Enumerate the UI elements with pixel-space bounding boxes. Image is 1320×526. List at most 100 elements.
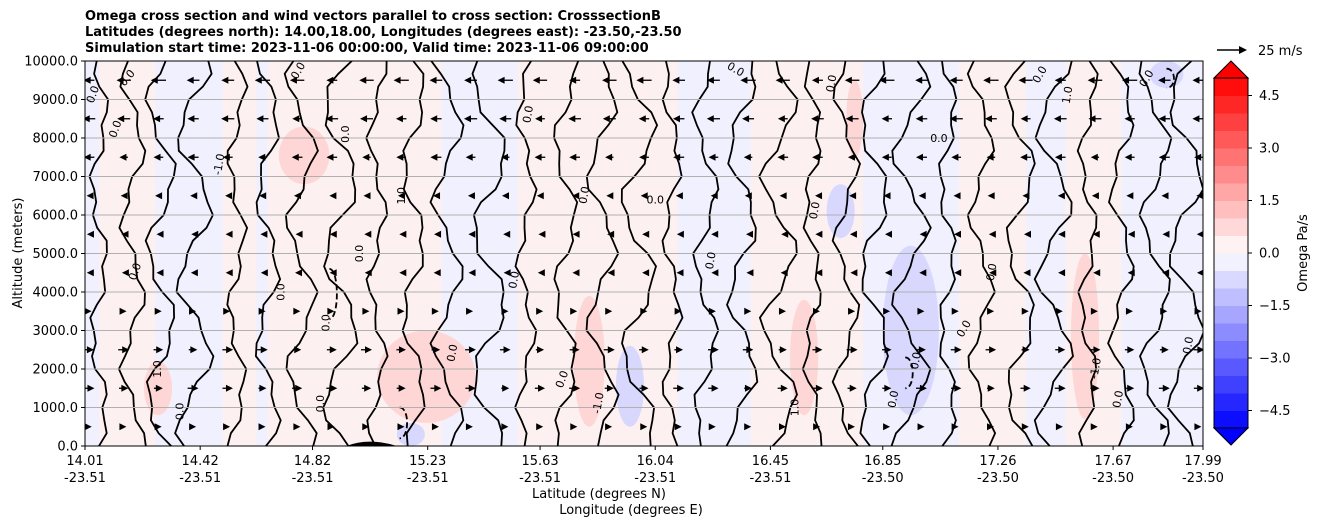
wind-vector [499,115,512,123]
wind-vector [815,192,823,200]
wind-vector [779,192,787,200]
wind-vector [116,76,131,84]
wind-vector [1055,423,1063,431]
wind-vector [1020,115,1031,123]
wind-vector [499,346,511,354]
wind-vector [503,269,511,277]
wind-vector [187,153,199,161]
wind-vector [1192,115,1203,123]
colorbar-level [1214,113,1248,131]
terrain-shape [346,441,397,446]
vector-key: 25 m/s [1217,44,1303,59]
wind-vector [950,346,962,354]
wind-vector [607,269,615,277]
wind-vector [708,384,719,392]
wind-vector [676,269,684,277]
wind-vector [85,153,95,161]
wind-vector [917,423,925,431]
wind-vector [431,307,439,315]
wind-vector [119,307,127,315]
wind-vector [815,230,823,238]
contour-label: 0.0 [106,119,124,140]
wind-vector [1022,192,1030,200]
wind-vector [289,76,305,84]
colorbar-level [1214,253,1248,271]
contour-label: -1.0 [1087,357,1104,380]
x-tick-lon-label: -23.50 [1092,471,1134,486]
wind-vector [884,269,892,277]
y-tick-label: 9000.0 [33,93,79,108]
wind-vector [190,269,198,277]
title-line-2: Latitudes (degrees north): 14.00,18.00, … [85,25,682,40]
contour-label: 0.0 [506,270,522,289]
colorbar-level [1214,165,1248,184]
wind-vector [153,115,164,123]
wind-vector [1090,384,1100,392]
wind-vector [605,423,613,431]
colorbar-tick-label: 4.5 [1259,89,1280,104]
wind-vector [295,230,303,238]
wind-vector [847,153,857,161]
colorbar-level [1214,288,1248,306]
wind-vector [572,230,580,238]
y-tick-label: 2000.0 [33,363,79,378]
contour-label: 0.0 [339,125,352,143]
wind-vector [951,307,959,315]
wind-vector [711,230,719,238]
wind-vector [1090,153,1100,161]
wind-vector [572,192,580,200]
wind-vector [569,346,580,354]
wind-vector [430,153,442,161]
wind-vector [638,115,650,123]
wind-vector [1092,230,1100,238]
contour-label: 0.0 [930,132,948,145]
wind-vector [431,423,439,431]
wind-vector [954,230,962,238]
colorbar-level [1214,78,1248,96]
y-tick-label: 7000.0 [33,170,79,185]
wind-vector [293,346,302,354]
wind-vector [1192,76,1203,84]
wind-vector [711,269,719,277]
contour-label: 0.0 [646,193,664,206]
wind-vector [292,384,303,392]
wind-vector [881,115,893,123]
wind-vector [740,76,756,84]
wind-vector [189,423,197,431]
wind-vector [537,269,545,277]
wind-vector [501,423,509,431]
wind-vector [706,115,720,123]
wind-vector [777,384,788,392]
colorbar-level [1214,305,1248,324]
x-tick-lon-label: -23.51 [749,471,791,486]
wind-vector [1194,423,1202,431]
x-tick-lon-label: -23.51 [179,471,221,486]
wind-vector [154,307,162,315]
wind-vector [325,115,339,123]
wind-vector [85,384,95,392]
contour-label: 0.0 [319,314,332,332]
wind-vector [223,307,231,315]
wind-vector [746,269,754,277]
wind-vector [222,346,234,354]
wind-vector [604,384,614,392]
wind-vector [395,115,407,123]
contour-label: 0.0 [353,245,366,263]
wind-vector [676,230,684,238]
wind-vector [359,76,374,84]
wind-vector [919,269,927,277]
wind-vector [916,384,927,392]
wind-vector [883,307,891,315]
wind-vector [256,115,269,123]
wind-vector [603,346,615,354]
wind-vector [742,346,754,354]
wind-vector [1158,384,1170,392]
wind-vector [1124,346,1135,354]
wind-vector [364,230,372,238]
wind-vector [293,307,301,315]
wind-vector [640,192,648,200]
wind-vector [706,76,720,84]
wind-vector [1021,346,1030,354]
wind-vector [258,423,266,431]
x-tick-lon-label: -23.50 [977,471,1019,486]
